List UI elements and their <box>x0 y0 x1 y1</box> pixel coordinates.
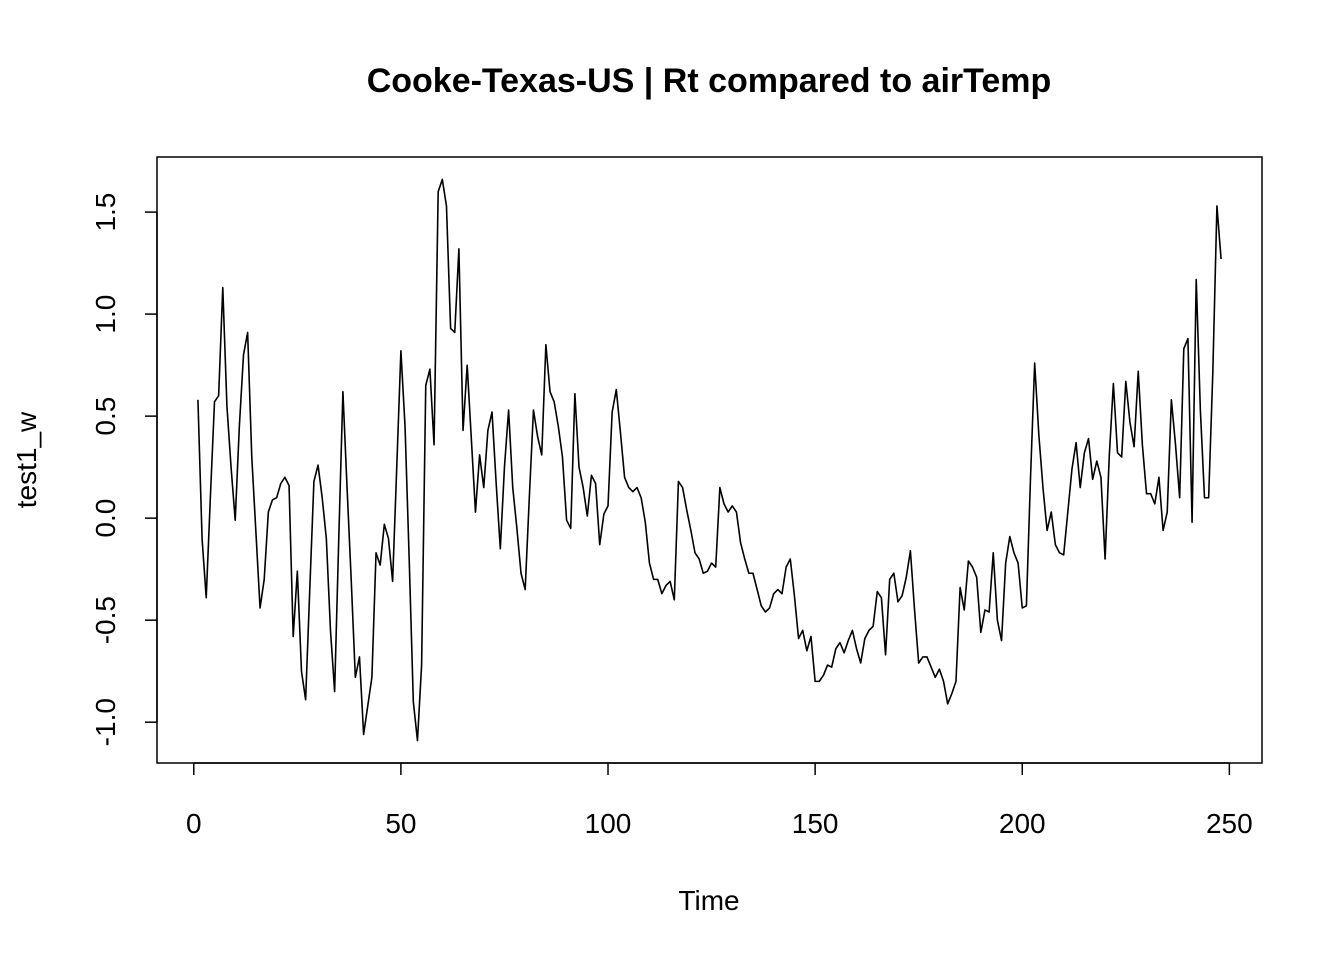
x-tick-label: 100 <box>585 808 632 839</box>
y-tick-label: 0.5 <box>90 397 121 436</box>
data-line <box>197 178 1222 742</box>
x-axis-label: Time <box>678 885 739 916</box>
y-tick-label: 0.0 <box>90 499 121 538</box>
x-tick-label: 150 <box>792 808 839 839</box>
plot-box <box>156 156 1263 764</box>
x-tick-label: 250 <box>1206 808 1253 839</box>
y-tick-label: -1.0 <box>90 698 121 746</box>
chart-title: Cooke-Texas-US | Rt compared to airTemp <box>367 62 1052 100</box>
x-tick-label: 50 <box>385 808 416 839</box>
x-tick-label: 0 <box>186 808 202 839</box>
x-tick-label: 200 <box>999 808 1046 839</box>
y-axis-label: test1_w <box>11 411 42 508</box>
y-tick-label: 1.0 <box>90 295 121 334</box>
y-tick-label: -0.5 <box>90 596 121 644</box>
y-tick-label: 1.5 <box>90 193 121 232</box>
